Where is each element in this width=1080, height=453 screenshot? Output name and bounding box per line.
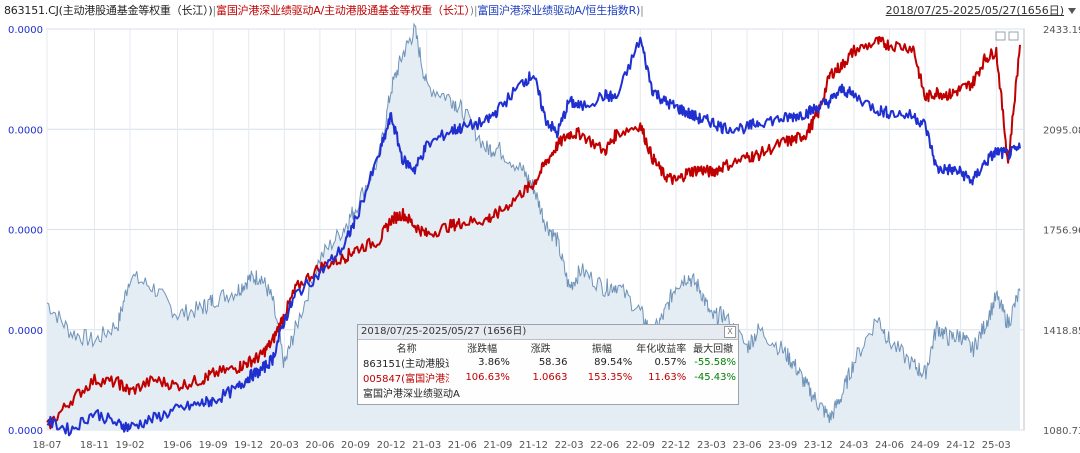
x-tick-label: 21-09 bbox=[483, 440, 512, 451]
corner-icons bbox=[995, 31, 1019, 41]
row-change: 1.0663 bbox=[532, 372, 568, 383]
x-tick-label: 23-06 bbox=[733, 440, 762, 451]
row-change: 58.36 bbox=[538, 357, 568, 368]
row-amplitude: 153.35% bbox=[587, 372, 633, 383]
series-line-index bbox=[46, 22, 1021, 423]
x-tick-label: 21-06 bbox=[448, 440, 477, 451]
x-tick-label: 22-03 bbox=[555, 440, 584, 451]
chart-legend-header: 863151.CJ(主动港股通基金等权重（长江）)|富国沪港深业绩驱动A/主动港… bbox=[4, 2, 644, 18]
x-axis: 18-07 18-11 19-02 19-06 19-09 19-12 20-03 20-06… bbox=[32, 440, 1010, 451]
x-tick-label: 19-09 bbox=[199, 440, 228, 451]
col-header-annual: 年化收益率 bbox=[636, 344, 687, 355]
date-range-label: 2018/07/25-2025/05/27(1656日) bbox=[885, 4, 1064, 17]
col-header-change: 涨跌 bbox=[530, 344, 551, 355]
x-tick-label: 21-03 bbox=[412, 440, 441, 451]
x-tick-label: 22-12 bbox=[661, 440, 690, 451]
row-annual: 0.57% bbox=[654, 357, 687, 368]
date-range-selector[interactable]: 2018/07/25-2025/05/27(1656日) bbox=[886, 2, 1076, 18]
row-drawdown: -55.58% bbox=[694, 357, 736, 368]
right-tick-label: 1418.85 bbox=[1043, 326, 1080, 337]
col-header-change-pct: 涨跌幅 bbox=[467, 344, 498, 355]
x-tick-label: 23-09 bbox=[768, 440, 797, 451]
stats-table: 名称 涨跌幅 涨跌 振幅 年化收益率 最大回撤 863151(主动港股通基 3.… bbox=[361, 340, 738, 400]
left-tick-label: 0.0000 bbox=[8, 426, 43, 437]
legend-sep: | bbox=[212, 4, 217, 17]
x-tick-label: 20-12 bbox=[377, 440, 406, 451]
x-tick-label: 24-12 bbox=[946, 440, 975, 451]
legend-item-ratio-index[interactable]: 富国沪港深业绩驱动A/主动港股通基金等权重（长江） bbox=[216, 4, 470, 17]
legend-sep: | bbox=[473, 4, 478, 17]
left-tick-label: 0.0000 bbox=[8, 226, 43, 237]
row-drawdown: -45.43% bbox=[694, 372, 736, 383]
x-tick-label: 24-09 bbox=[911, 440, 940, 451]
maximize-icon[interactable] bbox=[1008, 31, 1019, 41]
table-row[interactable]: 863151(主动港股通基 3.86% 58.36 89.54% 0.57% -… bbox=[361, 355, 738, 370]
x-tick-label: 20-06 bbox=[305, 440, 334, 451]
left-tick-label: 0.0000 bbox=[8, 125, 43, 136]
col-header-amplitude: 振幅 bbox=[591, 344, 612, 355]
close-icon[interactable]: X bbox=[724, 326, 736, 338]
left-tick-label: 0.0000 bbox=[8, 326, 43, 337]
series-area-fill bbox=[47, 24, 1020, 430]
x-tick-label: 19-02 bbox=[116, 440, 145, 451]
right-tick-label: 1080.73 bbox=[1043, 426, 1080, 437]
popup-title: 2018/07/25-2025/05/27 (1656日) bbox=[358, 325, 738, 340]
legend-item-index[interactable]: 863151.CJ(主动港股通基金等权重（长江）) bbox=[4, 4, 213, 17]
series-layer bbox=[46, 22, 1021, 437]
row-change-pct: 106.63% bbox=[465, 372, 510, 383]
row-name: 005847(富国沪港深业 bbox=[363, 374, 449, 385]
x-tick-label: 22-09 bbox=[626, 440, 655, 451]
table-row[interactable]: 富国沪港深业绩驱动A bbox=[361, 385, 738, 400]
table-header-row: 名称 涨跌幅 涨跌 振幅 年化收益率 最大回撤 bbox=[361, 340, 738, 355]
legend-paren: ) bbox=[469, 4, 474, 17]
x-tick-label: 21-12 bbox=[519, 440, 548, 451]
left-axis: 0.0000 0.0000 0.0000 0.0000 0.0000 bbox=[8, 25, 43, 437]
legend-sep: | bbox=[640, 4, 644, 17]
col-header-drawdown: 最大回撤 bbox=[693, 344, 734, 355]
col-header-name: 名称 bbox=[396, 344, 417, 355]
x-tick-label: 19-12 bbox=[234, 440, 263, 451]
right-axis: 2433.19 2095.08 1756.96 1418.85 1080.73 bbox=[1043, 25, 1080, 437]
x-tick-label: 25-03 bbox=[982, 440, 1011, 451]
legend-item-ratio-hsi[interactable]: 富国沪港深业绩驱动A/恒生指数R) bbox=[477, 4, 641, 17]
restore-icon[interactable] bbox=[995, 31, 1006, 41]
x-tick-label: 24-03 bbox=[839, 440, 868, 451]
row-amplitude: 89.54% bbox=[594, 357, 633, 368]
x-tick-label: 22-06 bbox=[590, 440, 619, 451]
row-name: 富国沪港深业绩驱动A bbox=[363, 389, 460, 400]
row-name: 863151(主动港股通基 bbox=[363, 359, 449, 370]
right-tick-label: 2095.08 bbox=[1043, 125, 1080, 136]
dropdown-arrow-icon[interactable] bbox=[1068, 8, 1076, 14]
x-tick-label: 24-06 bbox=[875, 440, 904, 451]
x-tick-label: 23-12 bbox=[804, 440, 833, 451]
x-tick-label: 18-07 bbox=[32, 440, 61, 451]
x-tick-label: 20-09 bbox=[341, 440, 370, 451]
x-tick-label: 20-03 bbox=[270, 440, 299, 451]
x-tick-label: 18-11 bbox=[80, 440, 109, 451]
table-row[interactable]: 005847(富国沪港深业 106.63% 1.0663 153.35% 11.… bbox=[361, 370, 738, 385]
row-annual: 11.63% bbox=[648, 372, 687, 383]
x-tick-label: 23-03 bbox=[697, 440, 726, 451]
stats-popup: 2018/07/25-2025/05/27 (1656日) X 名称 涨跌幅 涨… bbox=[357, 324, 739, 405]
series-line-ratio-hsi bbox=[46, 36, 1021, 437]
x-tick-label: 19-06 bbox=[163, 440, 192, 451]
right-tick-label: 2433.19 bbox=[1043, 25, 1080, 36]
series-line-ratio-index bbox=[46, 35, 1021, 430]
row-change-pct: 3.86% bbox=[478, 357, 510, 368]
right-tick-label: 1756.96 bbox=[1043, 226, 1080, 237]
left-tick-label: 0.0000 bbox=[8, 25, 43, 36]
